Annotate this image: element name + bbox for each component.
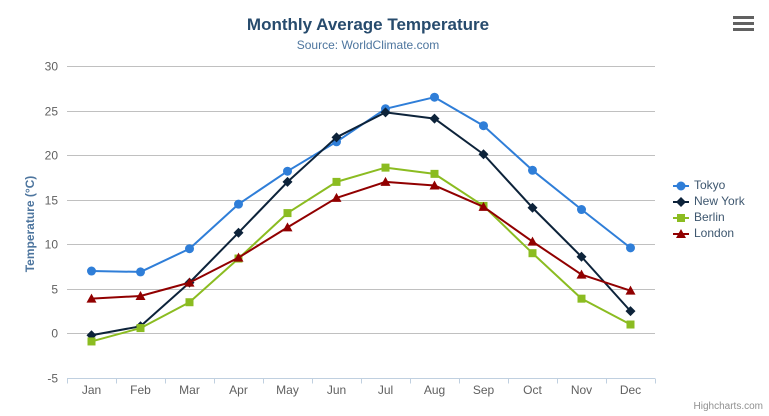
data-point[interactable] <box>625 285 636 295</box>
y-axis-label: 15 <box>45 194 59 208</box>
series-tokyo <box>87 92 635 277</box>
hamburger-icon <box>733 28 754 31</box>
triangle-marker-icon <box>673 227 689 239</box>
hamburger-icon <box>733 22 754 25</box>
series-line <box>90 111 632 337</box>
data-point[interactable] <box>185 298 194 307</box>
legend-label: London <box>694 226 735 240</box>
credits-link[interactable]: Highcharts.com <box>693 401 763 412</box>
legend-label: Berlin <box>694 210 725 224</box>
hamburger-icon <box>733 16 754 19</box>
data-point[interactable] <box>184 277 195 287</box>
series-line <box>90 180 632 300</box>
data-point[interactable] <box>380 107 391 118</box>
data-point[interactable] <box>331 192 342 202</box>
data-point[interactable] <box>577 294 586 303</box>
x-axis-label: Apr <box>229 383 248 397</box>
data-point[interactable] <box>625 306 636 317</box>
data-point[interactable] <box>527 236 538 246</box>
data-point[interactable] <box>136 324 145 333</box>
data-point[interactable] <box>233 227 244 238</box>
y-axis-label: 25 <box>45 105 59 119</box>
legend-label: Tokyo <box>694 178 726 192</box>
legend-label: New York <box>694 194 745 208</box>
series-line <box>90 96 632 273</box>
data-point[interactable] <box>331 132 342 143</box>
x-axis-label: Oct <box>523 383 542 397</box>
x-axis-label: Jan <box>82 383 101 397</box>
data-point[interactable] <box>478 149 489 160</box>
data-point[interactable] <box>135 290 146 300</box>
y-axis-label: -5 <box>47 372 58 386</box>
data-point[interactable] <box>576 269 587 279</box>
data-point[interactable] <box>626 243 635 253</box>
data-point[interactable] <box>429 113 440 124</box>
data-point[interactable] <box>87 266 96 276</box>
data-point[interactable] <box>185 244 194 254</box>
y-axis-label: 10 <box>45 238 59 252</box>
legend-item-tokyo[interactable]: Tokyo <box>673 177 745 193</box>
data-point[interactable] <box>332 177 341 186</box>
data-point[interactable] <box>478 201 489 211</box>
data-point[interactable] <box>527 202 538 213</box>
chart-subtitle: Source: WorldClimate.com <box>296 38 440 52</box>
legend-item-berlin[interactable]: Berlin <box>673 209 745 225</box>
x-axis-label: Aug <box>424 383 445 397</box>
x-axis-label: Jun <box>327 383 346 397</box>
x-axis-label: Feb <box>130 383 151 397</box>
legend-item-new-york[interactable]: New York <box>673 193 745 209</box>
data-point[interactable] <box>86 293 97 303</box>
y-axis-label: 20 <box>45 149 59 163</box>
x-axis-label: Jul <box>378 383 393 397</box>
series-new-york <box>86 107 636 341</box>
legend: Tokyo New York Berlin London <box>673 177 745 241</box>
x-axis-label: Nov <box>571 383 592 397</box>
data-point[interactable] <box>429 180 440 190</box>
y-axis-label: 30 <box>45 60 59 74</box>
data-point[interactable] <box>626 320 635 329</box>
data-point[interactable] <box>430 92 439 102</box>
series-line <box>90 166 632 343</box>
data-point[interactable] <box>283 166 292 176</box>
data-point[interactable] <box>233 252 244 262</box>
circle-marker-icon <box>673 179 689 191</box>
x-axis-label: Sep <box>473 383 495 397</box>
data-point[interactable] <box>577 205 586 215</box>
context-menu-button[interactable] <box>733 16 754 31</box>
square-marker-icon <box>673 211 689 223</box>
data-point[interactable] <box>479 121 488 131</box>
x-axis-label: Dec <box>620 383 641 397</box>
chart-title: Monthly Average Temperature <box>246 15 490 34</box>
data-point[interactable] <box>380 176 391 186</box>
data-point[interactable] <box>381 163 390 172</box>
legend-item-london[interactable]: London <box>673 225 745 241</box>
data-point[interactable] <box>282 176 293 187</box>
y-axis-title: Temperature (°C) <box>23 175 37 273</box>
diamond-marker-icon <box>673 195 689 207</box>
data-point[interactable] <box>136 267 145 277</box>
series-london <box>86 176 636 303</box>
y-axis-label: 5 <box>51 283 58 297</box>
data-point[interactable] <box>283 209 292 218</box>
data-point[interactable] <box>528 249 537 258</box>
data-point[interactable] <box>234 199 243 209</box>
data-point[interactable] <box>528 165 537 175</box>
data-point[interactable] <box>282 222 293 232</box>
data-point[interactable] <box>430 169 439 178</box>
data-point[interactable] <box>87 337 96 346</box>
y-axis-label: 0 <box>51 327 58 341</box>
x-axis-label: Mar <box>179 383 200 397</box>
x-axis-label: May <box>276 383 299 397</box>
data-point[interactable] <box>576 251 587 262</box>
